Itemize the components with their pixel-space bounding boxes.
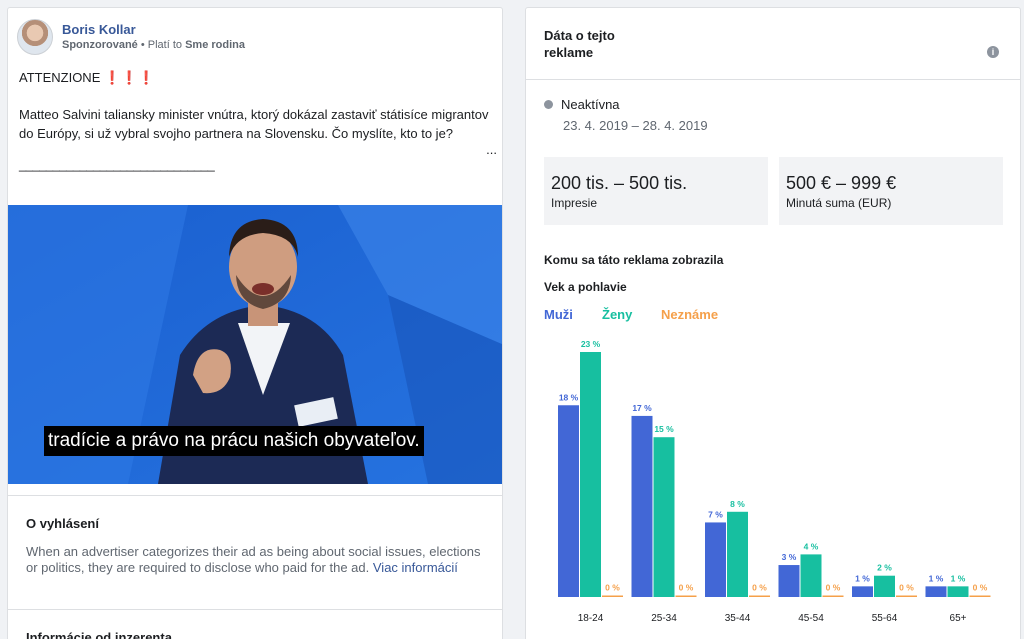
spend-value: 500 € – 999 € <box>786 173 897 193</box>
x-tick-label: 45-54 <box>798 613 824 624</box>
x-tick-label: 35-44 <box>725 613 751 624</box>
see-more-button[interactable]: ... <box>486 142 497 157</box>
ad-video[interactable]: tradície a právo na prácu našich obyvate… <box>8 205 502 484</box>
bar-ženy-18-24[interactable] <box>580 352 601 597</box>
about-description: When an advertiser categorizes their ad … <box>26 544 481 575</box>
data-label: 0 % <box>752 583 767 593</box>
data-label: 0 % <box>973 583 988 593</box>
advertiser-avatar[interactable] <box>17 19 53 55</box>
data-label: 0 % <box>605 583 620 593</box>
bar-muži-45-54[interactable] <box>778 565 800 597</box>
data-label: 17 % <box>632 403 652 413</box>
legend-women[interactable]: Ženy <box>602 307 633 322</box>
data-label: 4 % <box>804 541 819 551</box>
ad-data-card: Dáta o tejto reklame i Neaktívna 23. 4. … <box>525 7 1021 639</box>
legend-men[interactable]: Muži <box>544 307 573 322</box>
paid-by-name: Sme rodina <box>185 38 245 51</box>
divider <box>8 609 502 610</box>
data-label: 7 % <box>708 509 723 519</box>
about-text: When an advertiser categorizes their ad … <box>26 544 486 576</box>
paid-prefix: • Platí to <box>140 38 183 51</box>
status-text: Neaktívna <box>561 97 620 112</box>
advertiser-info-title: Informácie od inzerenta <box>26 630 172 639</box>
impressions-box: 200 tis. – 500 tis. Impresie <box>544 157 768 225</box>
bar-ženy-45-54[interactable] <box>800 554 822 597</box>
bar-neznáme-18-24[interactable] <box>602 595 623 598</box>
spend-box: 500 € – 999 € Minutá suma (EUR) <box>779 157 1003 225</box>
data-label: 0 % <box>899 583 914 593</box>
data-label: 18 % <box>559 392 579 402</box>
ad-headline: ATTENZIONE ❗❗❗ <box>19 68 491 87</box>
spend-label: Minutá suma (EUR) <box>786 196 892 210</box>
advertiser-name[interactable]: Boris Kollar <box>62 21 136 37</box>
more-info-link[interactable]: Viac informácií <box>372 560 458 575</box>
x-tick-label: 25-34 <box>651 613 677 624</box>
impressions-value: 200 tis. – 500 tis. <box>551 173 688 193</box>
sponsor-line: Sponzorované • Platí to Sme rodina <box>62 38 245 53</box>
age-gender-chart: 18 % 23 % 0 % 18-24 17 % 15 % 0 % 25-34 7 % 8 % 0 … <box>558 339 991 624</box>
ad-body: Matteo Salvini taliansky minister vnútra… <box>19 107 489 141</box>
bar-ženy-25-34[interactable] <box>653 437 675 597</box>
x-tick-label: 65+ <box>950 613 967 624</box>
bar-muži-35-44[interactable] <box>705 522 726 597</box>
bar-ženy-35-44[interactable] <box>727 511 748 597</box>
data-label: 0 % <box>826 583 841 593</box>
ad-header: Boris Kollar Sponzorované • Platí to Sme… <box>8 8 502 55</box>
ad-text: ATTENZIONE ❗❗❗ Matteo Salvini taliansky … <box>8 55 502 143</box>
divider <box>526 79 1020 80</box>
data-label: 2 % <box>877 563 892 573</box>
status-dot-icon <box>544 100 553 109</box>
bar-neznáme-65+[interactable] <box>969 595 991 598</box>
bar-ženy-55-64[interactable] <box>874 575 895 597</box>
x-tick-label: 18-24 <box>578 613 604 624</box>
about-title: O vyhlásení <box>26 516 99 531</box>
data-label: 1 % <box>855 573 870 583</box>
data-panel-title: Dáta o tejto reklame <box>544 28 615 60</box>
video-subtitle: tradície a právo na prácu našich obyvate… <box>44 426 424 456</box>
video-frame-illustration <box>8 205 502 484</box>
data-label: 23 % <box>581 339 601 349</box>
data-label: 8 % <box>730 499 745 509</box>
bar-neznáme-45-54[interactable] <box>822 595 844 598</box>
legend-unknown[interactable]: Neznáme <box>661 307 719 322</box>
data-label: 0 % <box>679 583 694 593</box>
ad-headline-text: ATTENZIONE <box>19 70 101 85</box>
data-label: 1 % <box>929 573 944 583</box>
divider <box>8 495 502 496</box>
data-label: 15 % <box>654 424 674 434</box>
impressions-label: Impresie <box>551 196 598 210</box>
data-label: 1 % <box>951 573 966 583</box>
ad-preview-card: Boris Kollar Sponzorované • Platí to Sme… <box>7 7 503 639</box>
bar-muži-18-24[interactable] <box>558 405 579 597</box>
bar-neznáme-55-64[interactable] <box>896 595 917 598</box>
bar-muži-55-64[interactable] <box>852 586 873 597</box>
bar-ženy-65+[interactable] <box>947 586 969 597</box>
info-icon[interactable]: i <box>987 46 999 58</box>
ad-underline: _____________________________ <box>19 157 215 172</box>
exclamation-icons: ❗❗❗ <box>104 70 156 85</box>
data-label: 3 % <box>782 552 797 562</box>
bar-muži-65+[interactable] <box>925 586 947 597</box>
bar-neznáme-25-34[interactable] <box>675 595 697 598</box>
bar-neznáme-35-44[interactable] <box>749 595 770 598</box>
age-gender-title: Vek a pohlavie <box>544 280 627 294</box>
date-range: 23. 4. 2019 – 28. 4. 2019 <box>563 118 708 133</box>
sponsored-label: Sponzorované <box>62 38 138 51</box>
x-tick-label: 55-64 <box>872 613 898 624</box>
reach-title: Komu sa táto reklama zobrazila <box>544 253 724 267</box>
bar-muži-25-34[interactable] <box>631 415 653 597</box>
